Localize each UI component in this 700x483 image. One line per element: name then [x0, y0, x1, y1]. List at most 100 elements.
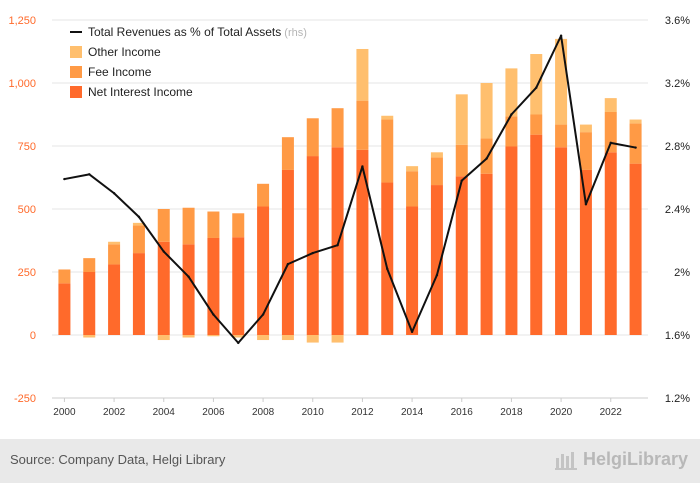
bar-fee-income-2001: [83, 258, 96, 272]
bar-other-income-2006: [207, 335, 220, 337]
bar-other-income-2020: [555, 38, 568, 125]
brand-logo: HelgiLibrary: [554, 449, 688, 470]
legend-label-fee-income: Fee Income: [88, 65, 152, 79]
bar-net-interest-income-2001: [83, 272, 96, 335]
y-right-tick-label: 2%: [674, 267, 690, 279]
revenue-pct-point-2020: [559, 34, 563, 37]
x-tick-label: 2022: [600, 407, 623, 418]
y-right-tick-label: 1.2%: [665, 393, 690, 405]
x-tick-label: 2010: [302, 407, 325, 418]
x-tick-label: 2018: [500, 407, 523, 418]
legend: Total Revenues as % of Total Assets (rhs…: [70, 25, 307, 99]
bar-net-interest-income-2020: [555, 147, 568, 335]
bar-other-income-2002: [108, 241, 121, 245]
bar-other-income-2003: [132, 222, 145, 226]
legend-swatch-net-interest-income: [70, 86, 82, 98]
bar-net-interest-income-2021: [579, 169, 592, 335]
revenue-pct-point-2003: [137, 215, 141, 219]
legend-swatch-fee-income: [70, 66, 82, 78]
y-left-tick-label: 500: [18, 204, 36, 216]
bar-other-income-2012: [356, 48, 369, 101]
bar-other-income-2018: [505, 68, 518, 117]
bar-other-income-2004: [157, 335, 170, 341]
bar-fee-income-2017: [480, 138, 493, 174]
bar-net-interest-income-2019: [530, 134, 543, 335]
bar-net-interest-income-2003: [132, 253, 145, 335]
bar-fee-income-2010: [306, 118, 319, 157]
x-tick-label: 2016: [451, 407, 474, 418]
footer: Source: Company Data, Helgi Library Helg…: [0, 439, 700, 483]
legend-label-net-interest-income: Net Interest Income: [88, 85, 193, 99]
x-tick-label: 2002: [103, 407, 126, 418]
y-left-tick-label: -250: [14, 393, 36, 405]
revenue-pct-point-2008: [261, 313, 265, 316]
bar-fee-income-2005: [182, 207, 195, 245]
legend-label-other-income: Other Income: [88, 45, 161, 59]
revenue-pct-line: [64, 34, 636, 344]
y-right-tick-label: 2.8%: [665, 141, 690, 153]
bar-fee-income-2013: [381, 119, 394, 183]
x-tick-label: 2014: [401, 407, 424, 418]
bar-fee-income-2023: [629, 123, 642, 164]
bar-net-interest-income-2015: [430, 185, 443, 335]
bar-fee-income-2022: [604, 111, 617, 153]
revenue-pct-point-2014: [410, 330, 414, 334]
bar-other-income-2022: [604, 98, 617, 112]
x-tick-label: 2006: [202, 407, 225, 418]
x-tick-label: 2020: [550, 407, 573, 418]
source-text: Source: Company Data, Helgi Library: [10, 452, 226, 467]
bar-net-interest-income-2018: [505, 146, 518, 335]
revenue-pct-point-2010: [311, 251, 314, 255]
bar-other-income-2010: [306, 335, 319, 343]
bar-fee-income-2016: [455, 144, 468, 177]
bar-net-interest-income-2013: [381, 182, 394, 335]
bar-fee-income-2004: [157, 209, 170, 242]
revenue-pct-point-2017: [485, 157, 488, 160]
bar-fee-income-2003: [132, 225, 145, 254]
bar-fee-income-2008: [257, 183, 270, 207]
grid-lines: [52, 19, 648, 399]
revenue-pct-point-2016: [460, 179, 463, 182]
revenue-pct-point-2018: [510, 113, 513, 116]
bar-other-income-2021: [579, 124, 592, 133]
chart-svg: -250 0 250 500 750 1,000 1,250 1.2% 1.6% 2% 2.4% 2.…: [8, 15, 690, 418]
revenue-pct-point-2015: [435, 273, 439, 277]
bar-net-interest-income-2009: [281, 169, 294, 335]
bar-other-income-2001: [83, 335, 96, 338]
x-tick-label: 2000: [53, 407, 76, 418]
bar-other-income-2019: [530, 54, 543, 115]
y-left-tick-label: 250: [18, 267, 36, 279]
x-tick-label: 2008: [252, 407, 275, 418]
revenue-pct-point-2009: [286, 262, 290, 266]
bar-net-interest-income-2007: [232, 237, 245, 335]
x-tick-label: 2004: [153, 407, 176, 418]
bar-fee-income-2007: [232, 213, 245, 238]
bar-fee-income-2020: [555, 124, 568, 148]
bar-fee-income-2002: [108, 244, 121, 265]
revenue-pct-point-2001: [88, 173, 91, 176]
bar-fee-income-2014: [406, 171, 419, 207]
bar-fee-income-2012: [356, 100, 369, 150]
bar-net-interest-income-2011: [331, 147, 344, 335]
x-tick-label: 2012: [351, 407, 374, 418]
bar-other-income-2013: [381, 115, 394, 120]
revenue-pct-point-2023: [634, 146, 637, 149]
bar-fee-income-2015: [430, 157, 443, 186]
y-left-tick-label: 1,000: [8, 78, 36, 90]
bar-net-interest-income-2022: [604, 152, 617, 335]
bar-other-income-2007: [232, 335, 245, 338]
legend-rhs-note: (rhs): [281, 27, 307, 39]
y-left-tick-label: 1,250: [8, 15, 36, 27]
revenue-pct-point-2021: [584, 203, 588, 206]
bar-fee-income-2000: [58, 269, 71, 284]
bar-net-interest-income-2016: [455, 176, 468, 335]
revenue-pct-point-2006: [212, 313, 215, 316]
bar-net-interest-income-2000: [58, 283, 71, 335]
bar-fee-income-2011: [331, 108, 344, 148]
bars: [58, 38, 642, 343]
bar-fee-income-2019: [530, 114, 543, 135]
revenue-pct-point-2002: [112, 192, 116, 195]
revenue-pct-point-2000: [63, 177, 66, 181]
bar-other-income-2017: [480, 83, 493, 139]
y-right-tick-label: 3.2%: [665, 78, 690, 90]
